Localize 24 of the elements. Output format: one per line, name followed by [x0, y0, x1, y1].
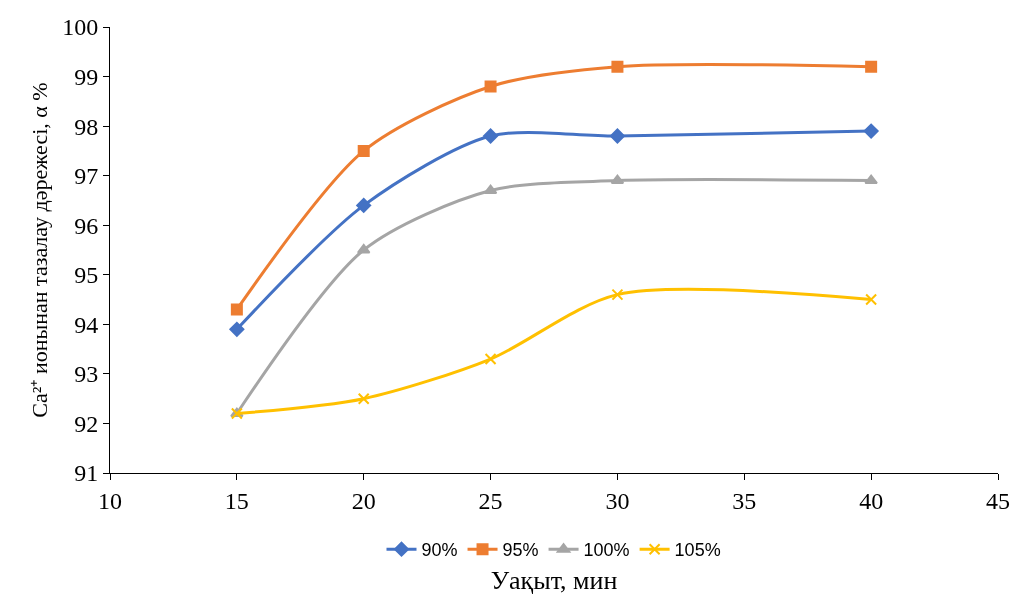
- x-tick-label: 30: [605, 487, 630, 514]
- y-tick-label: 93: [74, 361, 99, 388]
- legend-label: 100%: [583, 540, 630, 561]
- y-tick-label: 95: [74, 262, 99, 289]
- x-tick-label: 45: [986, 487, 1010, 514]
- y-tick-label: 100: [62, 14, 99, 41]
- x-tick-label: 15: [224, 487, 249, 514]
- legend-label: 90%: [421, 540, 458, 561]
- y-tick-label: 97: [74, 163, 99, 190]
- y-tick-label: 98: [74, 113, 99, 140]
- y-tick-label: 94: [74, 311, 99, 338]
- y-tick-label: 96: [74, 212, 99, 239]
- y-tick-label: 99: [74, 63, 99, 90]
- x-tick-label: 40: [859, 487, 884, 514]
- x-tick-label: 20: [351, 487, 376, 514]
- y-tick-label: 92: [74, 410, 99, 437]
- legend-label: 105%: [674, 540, 721, 561]
- y-tick-label: 91: [74, 460, 99, 487]
- x-tick-label: 35: [732, 487, 757, 514]
- x-tick-label: 10: [98, 487, 122, 514]
- x-axis-title: Уақыт, мин: [490, 566, 618, 596]
- legend-label: 95%: [502, 540, 539, 561]
- x-tick-label: 25: [478, 487, 503, 514]
- y-axis-title: Ca²⁺ ионынан тазалау дәрежесі, α %: [27, 82, 52, 418]
